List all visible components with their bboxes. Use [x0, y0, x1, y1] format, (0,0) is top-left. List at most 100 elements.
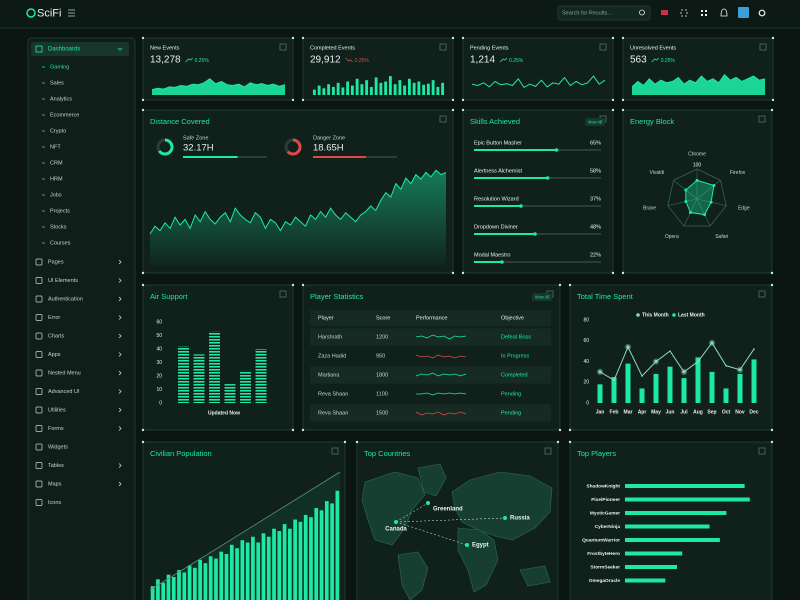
view-all-button[interactable] — [532, 293, 552, 301]
ring-progress — [284, 138, 302, 156]
submenu-item[interactable]: HRM — [50, 176, 63, 182]
sidebar-item[interactable]: Authentication — [48, 296, 83, 302]
sidebar-item[interactable]: Apps — [48, 352, 61, 358]
bar — [293, 519, 297, 600]
submenu-item[interactable]: Gaming — [50, 64, 69, 70]
column-header: Player — [318, 315, 334, 321]
bar — [319, 510, 324, 600]
table-row — [310, 366, 551, 384]
panel-menu-icon[interactable] — [758, 115, 766, 123]
sidebar-item[interactable]: Advanced UI — [48, 389, 80, 395]
sidebar-active-item[interactable] — [31, 42, 129, 56]
bar — [266, 536, 271, 600]
submenu-item[interactable]: NFT — [50, 144, 61, 150]
cell-player: Reva Shaan — [318, 391, 348, 397]
corner-dot — [451, 108, 455, 112]
sidebar-item[interactable]: Forms — [48, 426, 64, 432]
y-tick-label: 30 — [156, 360, 162, 366]
submenu-item[interactable]: CRM — [50, 160, 63, 166]
corner-dot — [141, 440, 145, 444]
apps-icon[interactable] — [701, 10, 707, 16]
corner-dot — [568, 283, 572, 287]
line — [599, 341, 755, 381]
sidebar-item[interactable]: Widgets — [48, 444, 68, 450]
panel-menu-icon[interactable] — [544, 447, 552, 455]
skill-percent: 37% — [590, 196, 601, 202]
submenu-item[interactable]: Sales — [50, 80, 64, 86]
panel-menu-icon[interactable] — [758, 447, 766, 455]
performance-sparkline — [415, 411, 467, 416]
cell-player: Reva Shaan — [318, 410, 348, 416]
view-all-button[interactable] — [585, 118, 605, 126]
corner-dot — [621, 98, 625, 102]
sidebar-item[interactable]: Dashboards — [48, 47, 80, 53]
sidebar-item[interactable]: Utilities — [48, 407, 66, 413]
notification-icon[interactable] — [720, 8, 728, 17]
trend-shade — [150, 472, 340, 600]
spark-bar — [341, 87, 345, 95]
submenu-item[interactable]: Crypto — [50, 128, 66, 134]
panel-menu-icon[interactable] — [758, 290, 766, 298]
submenu-item[interactable]: Jobs — [50, 192, 62, 198]
bar — [625, 565, 677, 569]
ring-progress — [156, 138, 174, 156]
country-dot[interactable] — [394, 520, 398, 524]
submenu-item[interactable]: Stocks — [50, 224, 67, 230]
bar — [240, 540, 245, 600]
country-dot[interactable] — [426, 501, 430, 505]
button-label[interactable]: View All — [588, 120, 603, 125]
submenu-item[interactable]: Analytics — [50, 96, 72, 102]
radar-point — [703, 213, 707, 217]
cell-player: Martiana — [318, 372, 340, 378]
fullscreen-icon[interactable] — [680, 9, 688, 17]
submenu-item[interactable]: Courses — [50, 240, 71, 246]
country-label: Canada — [385, 527, 407, 533]
line-marker — [613, 379, 615, 381]
submenu-item[interactable]: Projects — [50, 208, 70, 214]
panel-menu-icon[interactable] — [279, 290, 287, 298]
button-label[interactable]: View All — [535, 295, 550, 300]
line-marker — [641, 375, 643, 377]
sidebar-item[interactable]: Tables — [48, 463, 64, 469]
sidebar-item[interactable]: Pages — [48, 259, 64, 265]
sidebar-item[interactable]: Nested Menu — [48, 370, 81, 376]
settings-icon[interactable] — [758, 9, 766, 17]
line-marker — [669, 350, 671, 352]
spark-bar — [436, 86, 440, 95]
skill-name: Epic Button Masher — [474, 140, 522, 146]
panel-menu-icon[interactable] — [599, 43, 607, 51]
panel-menu-icon[interactable] — [439, 43, 447, 51]
corner-dot — [461, 98, 465, 102]
panel-menu-icon[interactable] — [279, 43, 287, 51]
panel — [622, 109, 773, 274]
chevron — [118, 426, 122, 431]
sidebar-item[interactable]: UI Elements — [48, 278, 78, 284]
menu-icon — [35, 480, 43, 488]
radar-axis-label: Vivaldi — [650, 170, 665, 176]
sidebar-item[interactable]: Charts — [48, 333, 64, 339]
chevron — [118, 259, 122, 265]
menu-toggle[interactable] — [68, 9, 75, 17]
panel-menu-icon[interactable] — [759, 43, 767, 51]
panel-menu-icon[interactable] — [331, 447, 339, 455]
flag-icon[interactable] — [661, 10, 668, 15]
y-tick-label: 40 — [156, 346, 162, 352]
sidebar-item[interactable]: Error — [48, 315, 60, 321]
user-avatar[interactable] — [738, 7, 749, 18]
bar — [625, 484, 745, 488]
sidebar — [27, 37, 136, 600]
country-dot[interactable] — [465, 543, 469, 547]
radar-point — [695, 178, 699, 182]
country-dot[interactable] — [503, 516, 507, 520]
player-name: ShadowKnight — [586, 483, 620, 489]
radar-axis-label: Safari — [715, 234, 728, 240]
panel-menu-icon[interactable] — [439, 115, 447, 123]
corner-dot — [291, 98, 295, 102]
search-box[interactable] — [557, 5, 651, 21]
trend-line — [149, 471, 341, 591]
map-landmass — [451, 471, 553, 541]
submenu-item[interactable]: Ecommerce — [50, 112, 79, 118]
sidebar-item[interactable]: Maps — [48, 481, 62, 487]
spark-bar — [407, 78, 411, 95]
sidebar-item[interactable]: Icons — [48, 500, 61, 506]
